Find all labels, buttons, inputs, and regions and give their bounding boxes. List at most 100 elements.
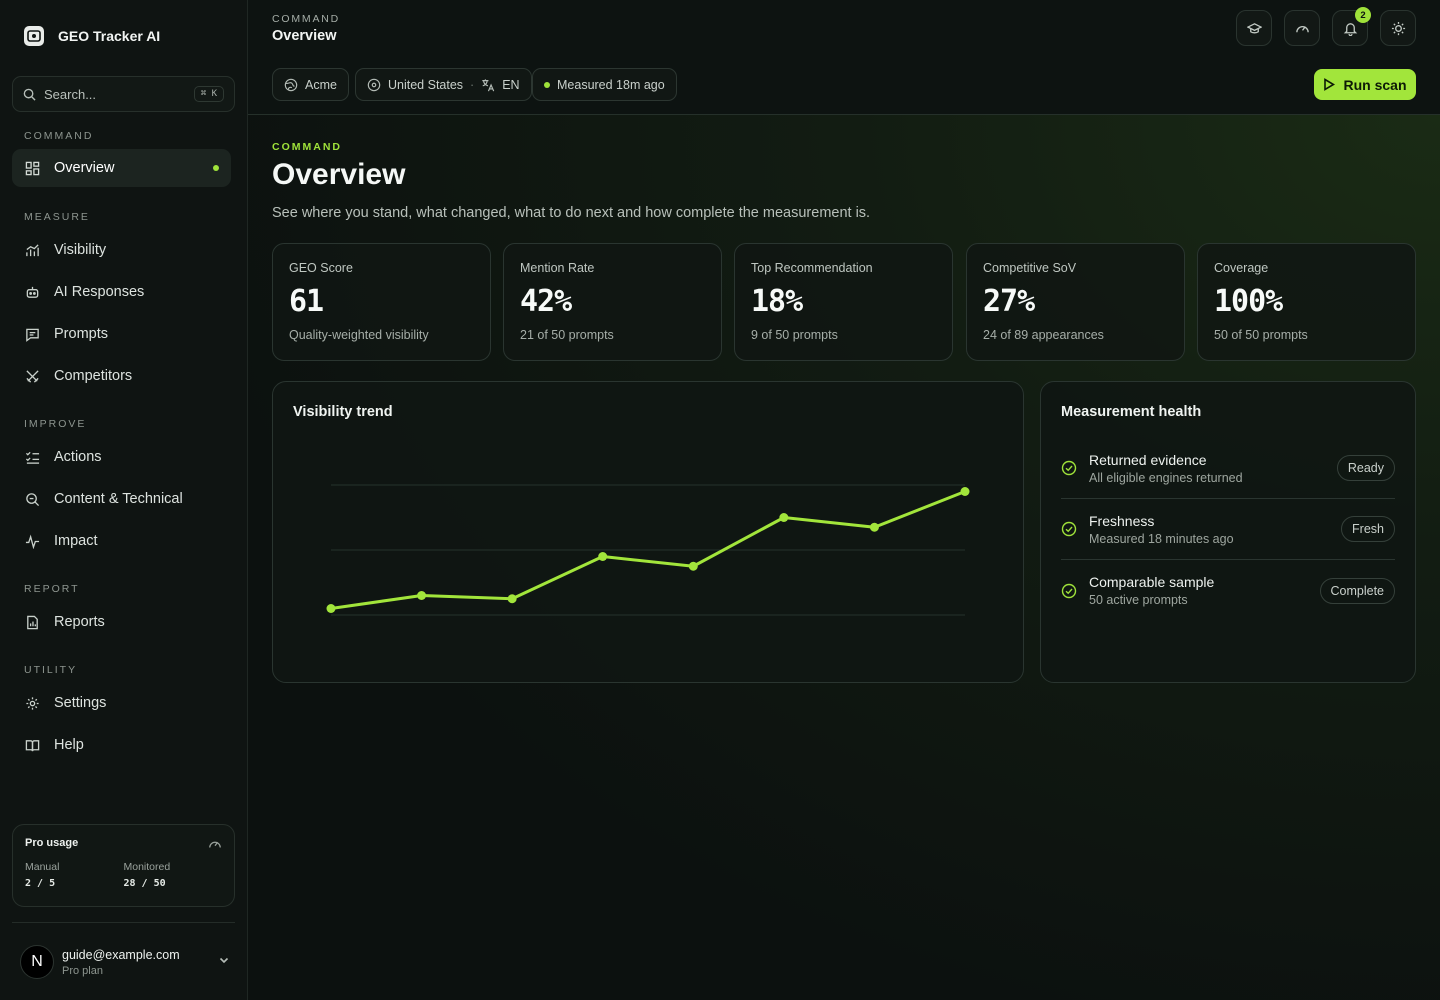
sidebar-item-overview[interactable]: Overview	[12, 149, 231, 187]
sidebar-item-label: Competitors	[54, 368, 133, 384]
gauge-icon	[208, 837, 222, 856]
usage-monitored-label: Monitored	[123, 861, 171, 873]
health-title: Comparable sample	[1089, 574, 1215, 590]
avatar: N	[20, 945, 54, 979]
section-label-improve: IMPROVE	[24, 418, 87, 430]
kpi-label: Competitive SoV	[983, 261, 1077, 275]
status-badge: Ready	[1336, 455, 1395, 481]
theme-toggle-button[interactable]	[1380, 10, 1416, 46]
status-dot	[544, 81, 550, 88]
search-input[interactable]	[44, 86, 174, 102]
breadcrumb-section: COMMAND	[272, 13, 341, 25]
sidebar-item-competitors[interactable]: Competitors	[12, 357, 231, 395]
bell-icon	[1343, 22, 1357, 36]
page-subtitle: See where you stand, what changed, what …	[272, 205, 871, 221]
chart-bars-icon	[24, 242, 40, 258]
sidebar-item-label: Overview	[54, 160, 115, 176]
kpi-competitive-sov[interactable]: Competitive SoV 27% 24 of 89 appearances	[966, 243, 1185, 361]
kpi-coverage[interactable]: Coverage 100% 50 of 50 prompts	[1197, 243, 1416, 361]
kpi-value: 61	[289, 284, 324, 319]
measured-chip[interactable]: Measured 18m ago	[532, 68, 677, 101]
notification-badge: 2	[1355, 7, 1371, 23]
data-point[interactable]	[598, 552, 608, 561]
checklist-icon	[24, 449, 40, 465]
health-row[interactable]: Returned evidence All eligible engines r…	[1061, 438, 1395, 499]
kpi-top-recommendation[interactable]: Top Recommendation 18% 9 of 50 prompts	[734, 243, 953, 361]
data-point[interactable]	[960, 487, 970, 496]
check-circle-icon	[1061, 583, 1077, 598]
sidebar-item-prompts[interactable]: Prompts	[12, 315, 231, 353]
sidebar-item-help[interactable]: Help	[12, 726, 231, 764]
sidebar-item-content-technical[interactable]: Content & Technical	[12, 480, 231, 518]
sidebar-item-reports[interactable]: Reports	[12, 603, 231, 641]
health-row[interactable]: Freshness Measured 18 minutes ago Fresh	[1061, 499, 1395, 560]
section-label-command: COMMAND	[24, 130, 94, 142]
sidebar-item-impact[interactable]: Impact	[12, 522, 231, 560]
data-point[interactable]	[869, 522, 879, 532]
kpi-subtext: Quality-weighted visibility	[289, 328, 429, 342]
data-point[interactable]	[326, 604, 336, 613]
message-icon	[24, 326, 40, 342]
measurement-health-panel: Measurement health Returned evidence All…	[1040, 381, 1416, 683]
performance-button[interactable]	[1284, 10, 1320, 46]
sun-icon	[1391, 21, 1405, 35]
kpi-subtext: 24 of 89 appearances	[983, 328, 1104, 342]
kpi-value: 18%	[751, 284, 803, 319]
kpi-label: GEO Score	[289, 261, 353, 275]
separator: ·	[470, 77, 475, 92]
bot-icon	[24, 284, 40, 300]
data-point[interactable]	[507, 594, 517, 604]
sidebar-item-label: Content & Technical	[54, 491, 183, 507]
check-circle-icon	[1061, 521, 1077, 537]
app-name: GEO Tracker AI	[58, 28, 161, 44]
status-badge: Fresh	[1341, 516, 1395, 542]
breadcrumb-title: Overview	[272, 28, 337, 44]
location-icon	[367, 78, 381, 91]
search-doc-icon	[24, 491, 40, 507]
search-icon	[23, 88, 36, 101]
kpi-label: Coverage	[1214, 261, 1269, 275]
visibility-trend-panel: Visibility trend	[272, 381, 1024, 683]
sidebar-item-actions[interactable]: Actions	[12, 438, 231, 476]
notifications-button[interactable]: 2	[1332, 7, 1371, 46]
health-row[interactable]: Comparable sample 50 active prompts Comp…	[1061, 560, 1395, 621]
learn-button[interactable]	[1236, 10, 1272, 46]
sidebar-item-label: Reports	[54, 614, 105, 630]
translate-icon	[482, 78, 495, 91]
page-eyebrow: COMMAND	[272, 141, 342, 153]
language-label: EN	[502, 77, 520, 92]
panel-title: Measurement health	[1061, 404, 1202, 420]
chevron-down-icon	[218, 953, 230, 971]
panel-title: Visibility trend	[293, 404, 393, 420]
data-point[interactable]	[688, 561, 698, 571]
search-shortcut: ⌘ K	[193, 86, 224, 102]
sidebar-item-label: Prompts	[54, 326, 108, 342]
sidebar-item-label: Settings	[54, 695, 107, 711]
search-box[interactable]: ⌘ K	[12, 76, 235, 112]
sidebar-item-settings[interactable]: Settings	[12, 684, 231, 722]
kpi-geo-score[interactable]: GEO Score 61 Quality-weighted visibility	[272, 243, 491, 361]
health-subtitle: 50 active prompts	[1089, 593, 1188, 607]
kpi-mention-rate[interactable]: Mention Rate 42% 21 of 50 prompts	[503, 243, 722, 361]
brand-chip[interactable]: Acme	[272, 68, 349, 101]
kpi-subtext: 9 of 50 prompts	[751, 328, 838, 342]
locale-chip[interactable]: United States · EN	[355, 68, 532, 101]
account-plan: Pro plan	[62, 964, 103, 977]
main-content: COMMAND Overview 2 Acme United States	[248, 0, 1440, 1000]
health-subtitle: All eligible engines returned	[1089, 470, 1243, 485]
health-title: Freshness	[1089, 512, 1155, 529]
usage-manual-value: 2 / 5	[25, 878, 56, 889]
sidebar-item-visibility[interactable]: Visibility	[12, 231, 231, 269]
run-scan-button[interactable]: Run scan	[1314, 69, 1416, 100]
sidebar-item-ai-responses[interactable]: AI Responses	[12, 273, 231, 311]
usage-title: Pro usage	[25, 837, 79, 849]
topbar: COMMAND Overview 2 Acme United States	[248, 0, 1440, 115]
data-point[interactable]	[417, 591, 427, 600]
sidebar: GEO Tracker AI ⌘ K COMMAND Overview MEAS…	[0, 0, 248, 1000]
brand[interactable]: GEO Tracker AI	[24, 26, 160, 46]
graduation-cap-icon	[1246, 22, 1262, 33]
kpi-label: Mention Rate	[520, 261, 595, 275]
grid-icon	[24, 160, 40, 176]
account-menu[interactable]: N guide@example.com Pro plan	[20, 942, 230, 982]
data-point[interactable]	[779, 513, 789, 522]
